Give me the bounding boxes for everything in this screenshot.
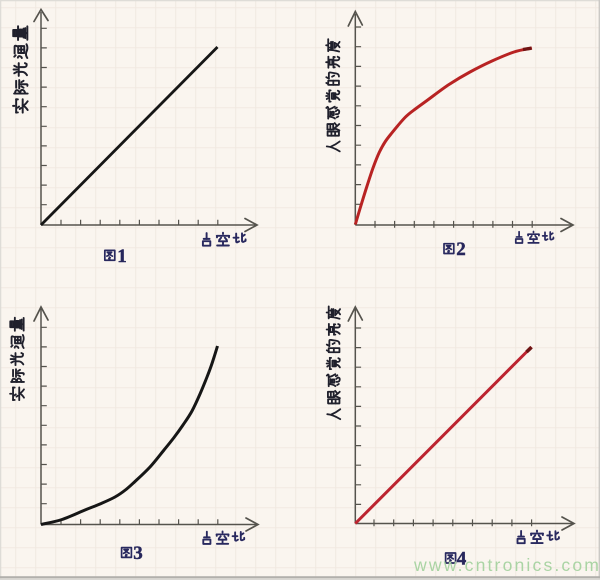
svg-text:2: 2: [456, 239, 466, 260]
svg-text:www.cntronics.com: www.cntronics.com: [413, 555, 600, 575]
svg-text:4: 4: [457, 549, 467, 570]
svg-text:3: 3: [133, 543, 143, 564]
svg-text:1: 1: [117, 246, 127, 267]
